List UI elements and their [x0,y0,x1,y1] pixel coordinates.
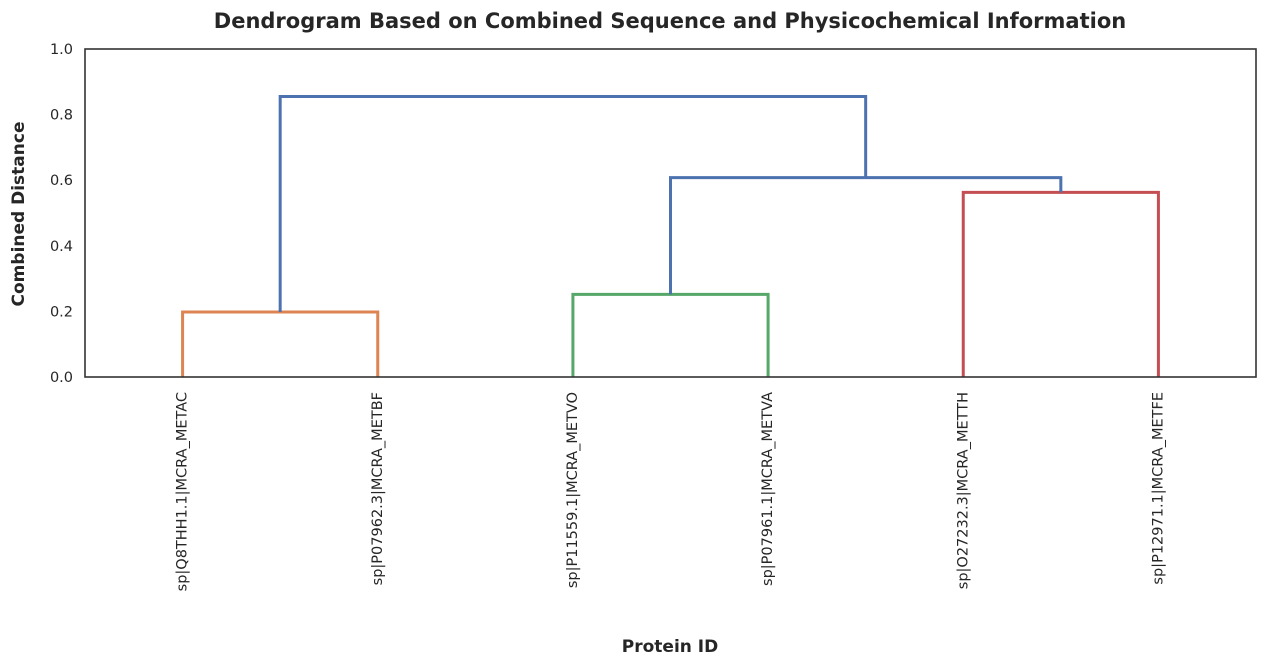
x-tick-label: sp|P07962.3|MCRA_METBF [370,392,386,585]
dendrogram-link-4 [669,176,1063,295]
x-tick-label: sp|P12971.1|MCRA_METFE [1150,392,1166,585]
dendrogram-links [181,95,1160,377]
dendrogram-link-5 [278,95,868,313]
y-tick-label: 0.6 [50,173,73,189]
chart-title: Dendrogram Based on Combined Sequence an… [214,9,1126,33]
x-tick-label: sp|P07961.1|MCRA_METVA [760,392,776,586]
dendrogram-link-1 [181,310,380,377]
y-axis-ticks: 0.0 0.2 0.4 0.6 0.8 1.0 [50,42,73,386]
plot-frame [84,48,1257,378]
x-tick-label: sp|P11559.1|MCRA_METVO [565,392,581,588]
y-tick-label: 0.0 [50,370,73,386]
x-axis-label: Protein ID [622,637,718,657]
dendrogram-link-3 [961,190,1160,377]
x-tick-label: sp|O27232.3|MCRA_METTH [955,392,971,589]
y-axis-label: Combined Distance [9,122,29,307]
x-tick-label: sp|Q8THH1.1|MCRA_METAC [175,392,191,591]
dendrogram-link-2 [571,292,770,377]
y-tick-label: 1.0 [50,42,73,58]
y-tick-label: 0.2 [50,304,73,320]
y-tick-label: 0.8 [50,108,73,124]
x-axis-ticks: sp|Q8THH1.1|MCRA_METAC sp|P07962.3|MCRA_M… [175,392,1167,591]
y-tick-label: 0.4 [50,239,73,255]
